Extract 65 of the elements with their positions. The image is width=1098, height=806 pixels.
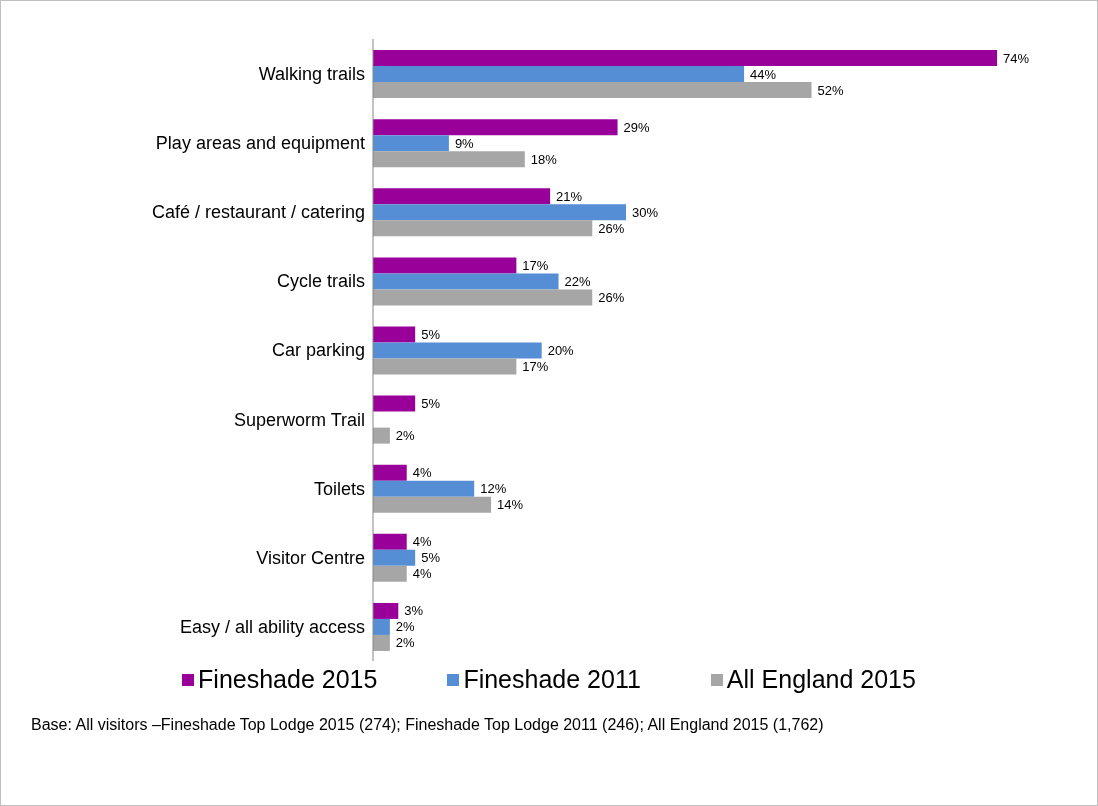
y-tick-label: Play areas and equipment — [155, 133, 365, 154]
bar — [373, 326, 416, 343]
data-label: 44% — [750, 66, 777, 82]
bar — [373, 395, 416, 412]
bar — [373, 273, 559, 290]
bar — [373, 188, 551, 205]
bar — [373, 119, 618, 136]
bar — [373, 358, 517, 375]
data-label: 21% — [556, 188, 583, 204]
text: Base: All visitors –Fineshade Top Lodge 2015 (274); Fineshade Top Lodge 2011 (246); All England 2015 (1,762) — [30, 716, 825, 734]
data-label: 9% — [454, 135, 475, 151]
y-tick-label: Toilets — [313, 478, 365, 499]
data-label: 5% — [421, 396, 441, 412]
y-tick-label: Walking trails — [258, 63, 365, 84]
bar — [373, 496, 492, 513]
y-tick-label: Visitor Centre — [256, 547, 365, 568]
bar — [373, 66, 745, 83]
data-label: 4% — [412, 465, 432, 481]
bar — [373, 289, 593, 306]
legend-label: Fineshade 2015 — [198, 665, 378, 694]
y-tick-label: Car parking — [271, 340, 365, 361]
data-label: 74% — [1003, 50, 1030, 66]
bar — [373, 342, 542, 359]
y-tick-label: Café / restaurant / catering — [151, 202, 365, 223]
bar — [373, 634, 390, 651]
bar — [373, 464, 407, 481]
data-label: 5% — [421, 327, 441, 342]
bar — [373, 220, 593, 237]
data-label: 17% — [522, 359, 549, 374]
data-label: 4% — [412, 566, 432, 582]
data-label: 17% — [522, 257, 549, 273]
data-label: 12% — [480, 481, 507, 497]
data-label: 26% — [598, 289, 625, 305]
data-label: 2% — [395, 635, 416, 651]
bar — [373, 427, 390, 444]
y-tick-label: Superworm Trail — [233, 409, 365, 430]
data-label: 4% — [412, 534, 432, 550]
data-label: 2% — [395, 619, 416, 635]
bar — [373, 602, 399, 619]
bar — [373, 82, 812, 99]
data-label: 29% — [623, 119, 651, 135]
bar — [373, 204, 626, 221]
data-label: 26% — [598, 220, 625, 236]
bar — [373, 533, 407, 550]
data-label: 52% — [817, 82, 844, 98]
bar — [373, 135, 449, 152]
data-label: 20% — [547, 343, 575, 358]
legend-label: All England 2015 — [726, 665, 916, 694]
bar — [373, 618, 390, 635]
data-label: 3% — [404, 603, 424, 619]
legend-label: Fineshade 2011 — [463, 665, 641, 694]
data-label: 5% — [421, 550, 441, 566]
data-label: 30% — [632, 204, 659, 220]
y-tick-label: Cycle trails — [276, 271, 365, 292]
data-label: 22% — [564, 273, 591, 289]
data-label: 2% — [395, 428, 416, 444]
bar — [373, 565, 407, 582]
bar — [373, 257, 517, 274]
data-label: 18% — [530, 151, 558, 167]
y-tick-label: Easy / all ability access — [179, 616, 365, 637]
bar — [373, 151, 525, 168]
bar — [373, 549, 416, 566]
data-label: 14% — [497, 497, 524, 513]
bar — [373, 480, 475, 497]
bar — [373, 50, 998, 67]
